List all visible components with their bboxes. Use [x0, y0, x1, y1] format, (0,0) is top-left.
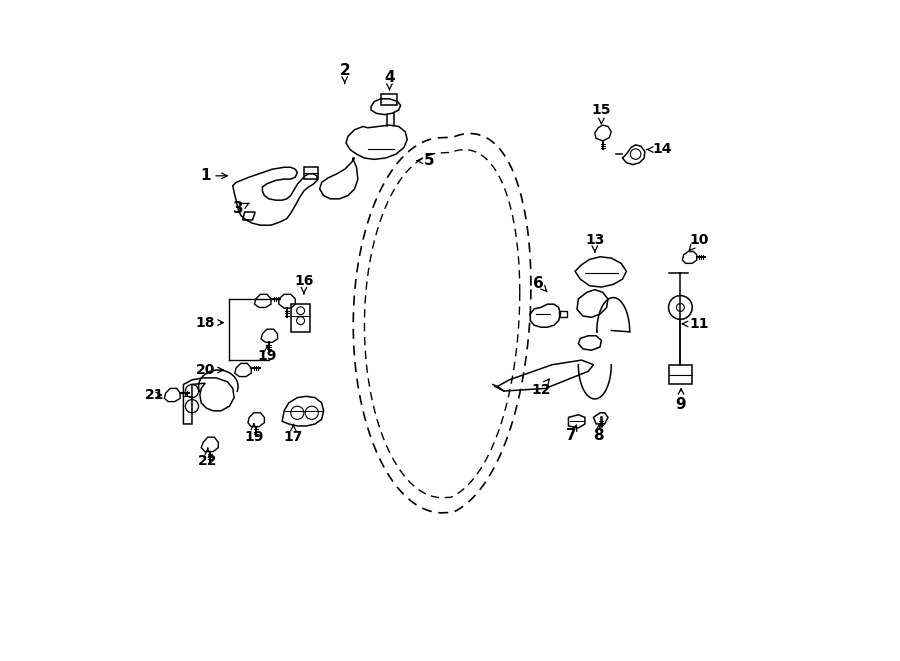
Text: 16: 16 — [294, 274, 313, 293]
Text: 5: 5 — [417, 153, 434, 168]
Text: 6: 6 — [534, 276, 547, 292]
Text: 18: 18 — [195, 315, 223, 330]
Text: 19: 19 — [244, 424, 264, 444]
Text: 2: 2 — [339, 63, 350, 83]
Text: 15: 15 — [591, 103, 611, 124]
Text: 1: 1 — [200, 169, 228, 183]
Text: 21: 21 — [146, 388, 165, 402]
Text: 22: 22 — [198, 448, 218, 468]
Text: 10: 10 — [689, 233, 708, 251]
Text: 7: 7 — [566, 425, 577, 444]
Text: 11: 11 — [682, 317, 708, 331]
Text: 19: 19 — [257, 346, 276, 362]
Text: 17: 17 — [284, 424, 303, 444]
Text: 8: 8 — [593, 425, 604, 444]
Text: 14: 14 — [646, 143, 671, 157]
Text: 3: 3 — [233, 201, 249, 216]
Text: 4: 4 — [384, 69, 395, 90]
Text: 13: 13 — [585, 233, 605, 253]
Text: 9: 9 — [676, 389, 687, 412]
Text: 12: 12 — [531, 379, 551, 397]
Text: 20: 20 — [195, 363, 223, 377]
